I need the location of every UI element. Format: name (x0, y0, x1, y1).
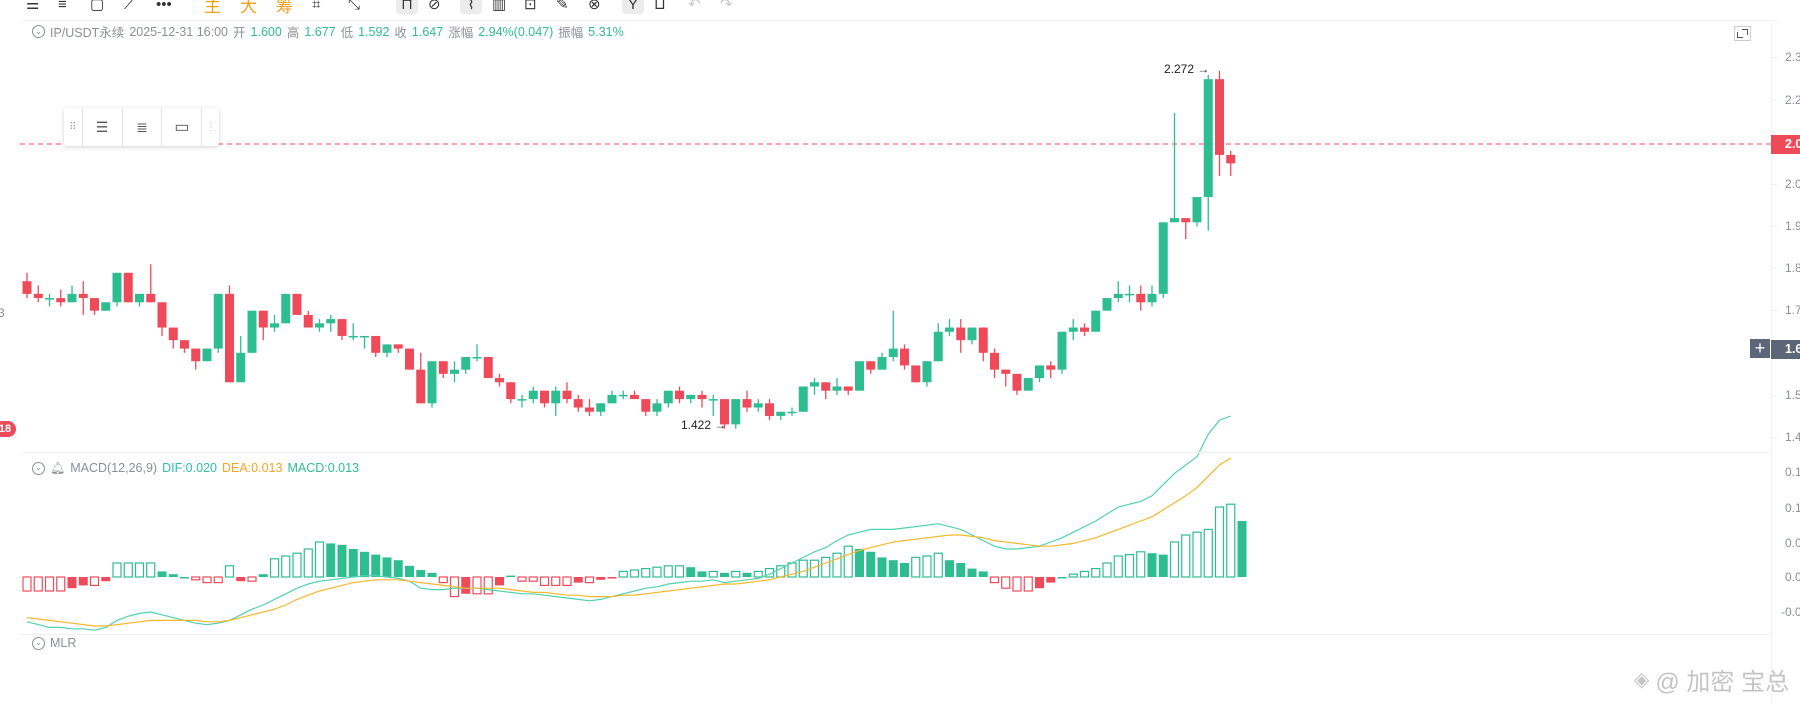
measure-icon[interactable]: ⤡ (348, 0, 361, 13)
macd-value: MACD:0.013 (287, 461, 359, 475)
open-value: 1.600 (250, 24, 282, 39)
price-axis-label: 2.3 (1785, 50, 1800, 64)
floating-drawing-toolbar: ⠿ ☰ ≣ ▭ ⋮ (64, 108, 219, 146)
close-value: 1.647 (411, 24, 444, 39)
price-axis-label: 2.2 (1785, 93, 1800, 107)
price-axis-label: 1.7 (1785, 303, 1800, 317)
big-button[interactable]: 大 (240, 0, 257, 16)
dea-value: DEA:0.013 (221, 461, 283, 475)
collapse-chevron-icon[interactable]: ⌄ (32, 636, 45, 650)
crosshair-price-tag: 1.6 (1771, 340, 1800, 359)
more-dots-icon[interactable]: ••• (156, 0, 172, 13)
high-price-marker: 2.272 → (1164, 62, 1210, 76)
watermark: ◈ @ 加密 宝总 (1634, 662, 1789, 697)
drag-handle-icon[interactable]: ⠿ (64, 108, 83, 146)
link-icon[interactable]: ⊗ (588, 0, 601, 13)
symbol-label: IP/USDT永续 (50, 26, 125, 40)
mlr-title: MLR (50, 636, 77, 650)
redo-icon[interactable]: ↷ (720, 0, 733, 13)
left-edge-label: 3 (0, 306, 5, 320)
macd-axis-label: 0.0 (1785, 536, 1800, 550)
drawing-toolbar: ☰ ≡ ▢ ⟋ ••• 主 大 筹 ⌗ ⤡ ⊓ ⊘ ⌇ ▥ ⊡ ✎ ⊗ Y ⊔ ↶ ↷ (0, 0, 1800, 18)
note-icon[interactable]: ✎ (556, 0, 569, 13)
menu-lines-icon[interactable]: ☰ (26, 0, 40, 13)
ohlc-info-bar: ⌄ IP/USDT永续 2025-12-31 16:00 开 1.600 高 1.6… (32, 22, 624, 41)
bell-icon[interactable]: 🔔︎ (50, 461, 66, 475)
chips-button[interactable]: 筹 (276, 0, 293, 16)
settings-sliders-icon[interactable]: ☰ (83, 108, 123, 146)
macd-legend: ⌄ 🔔︎ MACD(12,26,9) DIF:0.020 DEA:0.013 M… (32, 461, 359, 475)
align-lines-icon[interactable]: ≣ (123, 108, 163, 146)
low-label: 低 (340, 26, 354, 40)
watermark-text: @ 加密 宝总 (1655, 669, 1790, 696)
dif-value: DIF:0.020 (162, 461, 217, 475)
amplitude-value: 5.31% (588, 24, 624, 39)
price-axis-label: 1.5 (1785, 388, 1800, 402)
macd-axis-label: 0.1 (1785, 501, 1800, 515)
change-label: 涨幅 (448, 26, 474, 40)
rectangle-icon[interactable]: ▭ (162, 108, 203, 146)
price-axis-label: 2.0 (1785, 177, 1800, 191)
pane-divider[interactable] (20, 634, 1771, 635)
divider (20, 20, 1780, 21)
draw-tool-icon[interactable]: ⌗ (312, 0, 321, 13)
collapse-chevron-icon[interactable]: ⌄ (32, 461, 45, 475)
trash-icon[interactable]: ⊔ (654, 0, 666, 13)
price-axis-border (1771, 22, 1772, 704)
undo-icon[interactable]: ↶ (688, 0, 701, 13)
change-value: 2.94%(0.047) (478, 24, 554, 39)
list-icon[interactable]: ≡ (58, 0, 67, 13)
collapse-chevron-icon[interactable]: ⌄ (32, 25, 45, 38)
mlr-legend: ⌄ MLR (32, 636, 76, 650)
pattern-icon[interactable]: ▥ (492, 0, 507, 13)
macd-axis-label: 0.1 (1785, 465, 1800, 479)
low-price-marker: 1.422 → (681, 418, 727, 432)
grip-icon[interactable]: ⋮ (205, 121, 216, 133)
magnet-icon[interactable]: ⌇ (460, 0, 482, 14)
price-axis-label: 1.8 (1785, 261, 1800, 275)
binance-logo-icon: ◈ (1634, 669, 1650, 691)
fork-icon[interactable]: Y (622, 0, 644, 14)
high-value: 1.677 (304, 24, 336, 39)
datetime-label: 2025-12-31 16:00 (129, 24, 229, 39)
macd-axis-label: -0.0 (1781, 605, 1800, 619)
low-value: 1.592 (358, 24, 390, 39)
pane-divider[interactable] (20, 452, 1771, 453)
add-alert-plus-icon[interactable]: + (1750, 339, 1770, 358)
notification-badge[interactable]: 18 (0, 421, 16, 437)
current-price-tag: 2.0 (1771, 135, 1800, 154)
calendar-icon[interactable]: ⊡ (524, 0, 537, 13)
trendline-icon[interactable]: ⟋ (124, 0, 135, 13)
ruler-icon[interactable]: ⊘ (428, 0, 441, 13)
rectangle-icon[interactable]: ▢ (90, 0, 105, 13)
high-label: 高 (286, 26, 300, 40)
open-label: 开 (233, 26, 246, 40)
fullscreen-icon[interactable] (1734, 26, 1751, 41)
price-axis-label: 1.4 (1785, 430, 1800, 444)
amplitude-label: 振幅 (558, 26, 584, 40)
macd-axis-label: 0.0 (1785, 570, 1800, 584)
price-axis-label: 1.9 (1785, 219, 1800, 233)
bookmark-icon[interactable]: ⊓ (396, 0, 418, 14)
main-indicator-button[interactable]: 主 (204, 0, 221, 16)
close-label: 收 (394, 26, 407, 40)
macd-title: MACD(12,26,9) (70, 461, 158, 475)
